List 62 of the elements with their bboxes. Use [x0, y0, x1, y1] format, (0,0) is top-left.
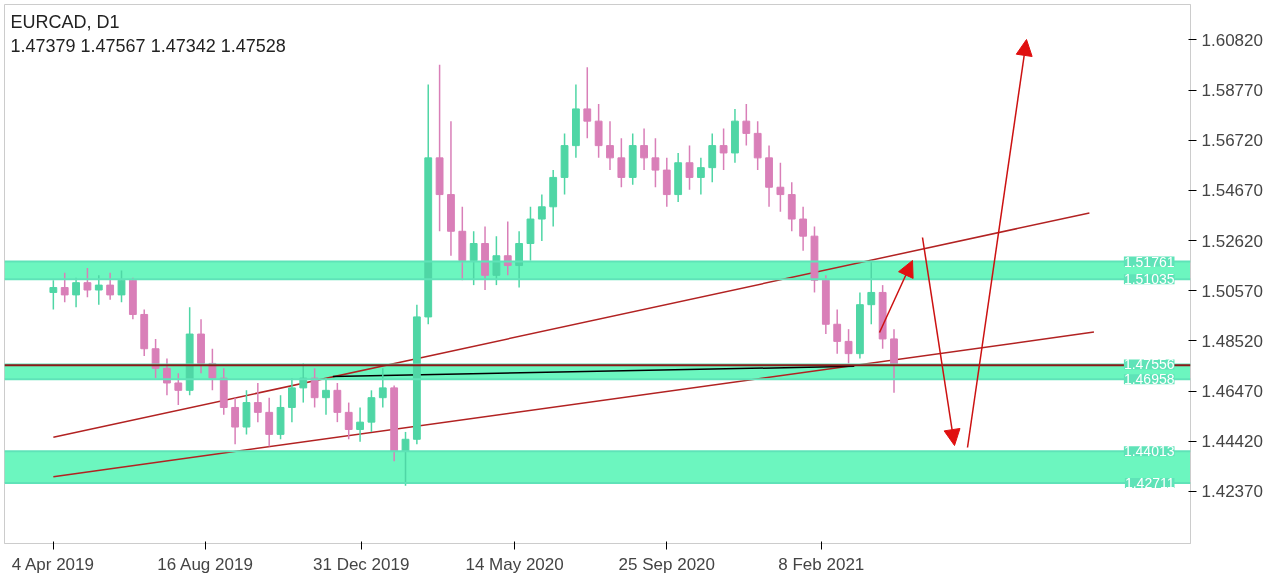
candlestick [174, 372, 183, 406]
candlestick [117, 269, 126, 303]
candlestick [288, 377, 296, 423]
candlestick [515, 230, 524, 289]
candlestick [651, 137, 660, 188]
candlestick [94, 274, 103, 306]
ref-line-label: 1.47556 [1123, 356, 1175, 373]
candlestick [401, 431, 410, 487]
candlestick [60, 272, 69, 303]
candlestick [583, 66, 592, 140]
candlestick [106, 272, 115, 301]
candlestick [231, 396, 240, 445]
candlestick [833, 308, 842, 355]
candlestick [253, 382, 262, 423]
ref-line-label: 1.44013 [1123, 443, 1175, 460]
candlestick [469, 230, 478, 286]
candlestick [163, 357, 171, 396]
candlestick [265, 396, 274, 448]
ref-line-label: 1.51035 [1123, 271, 1175, 288]
candlestick [685, 144, 694, 191]
candlestick [310, 367, 319, 409]
candlestick [696, 157, 705, 196]
y-tick-label: 1.54670 [1201, 181, 1263, 201]
x-tick-label: 16 Aug 2019 [157, 554, 253, 574]
chart-title: EURCAD, D1 [10, 11, 120, 32]
y-tick-label: 1.50570 [1201, 281, 1263, 301]
candlestick [83, 267, 92, 299]
candlestick [719, 127, 728, 171]
candlestick [606, 120, 614, 171]
candlestick [742, 103, 751, 147]
candlestick [776, 162, 785, 213]
candlestick [72, 277, 80, 308]
y-tick-label: 1.44420 [1201, 432, 1263, 452]
candlestick [708, 132, 717, 184]
ref-line-label: 1.51761 [1123, 253, 1175, 270]
candlestick [617, 137, 626, 188]
y-tick-label: 1.52620 [1201, 231, 1263, 251]
candlestick [537, 193, 546, 242]
candlestick [356, 406, 364, 443]
y-tick-label: 1.60820 [1201, 30, 1263, 50]
text: 1.47379 1.47567 1.47342 1.47528 [10, 35, 286, 56]
candlestick [492, 235, 501, 286]
x-tick-label: 4 Apr 2019 [11, 554, 95, 574]
candlestick [640, 127, 648, 171]
y-tick-label: 1.56720 [1201, 131, 1263, 151]
y-tick-label: 1.46470 [1201, 382, 1263, 402]
x-tick-label: 31 Dec 2019 [313, 554, 410, 574]
candlestick [49, 279, 58, 311]
candlestick [344, 401, 353, 441]
candlestick [844, 328, 853, 365]
candlestick [322, 377, 330, 416]
candlestick [799, 206, 808, 252]
candlestick [378, 367, 387, 409]
y-tick-label: 1.48520 [1201, 331, 1263, 351]
x-tick-label: 14 May 2020 [465, 554, 564, 574]
y-tick-label: 1.42370 [1201, 482, 1263, 502]
candlestick [333, 382, 342, 423]
x-tick-label: 8 Feb 2021 [778, 554, 865, 574]
y-tick-label: 1.58770 [1201, 81, 1263, 101]
x-tick-label: 25 Sep 2020 [618, 554, 716, 574]
ref-line-label: 1.46958 [1123, 371, 1175, 388]
ref-line-label: 1.42711 [1124, 475, 1175, 492]
